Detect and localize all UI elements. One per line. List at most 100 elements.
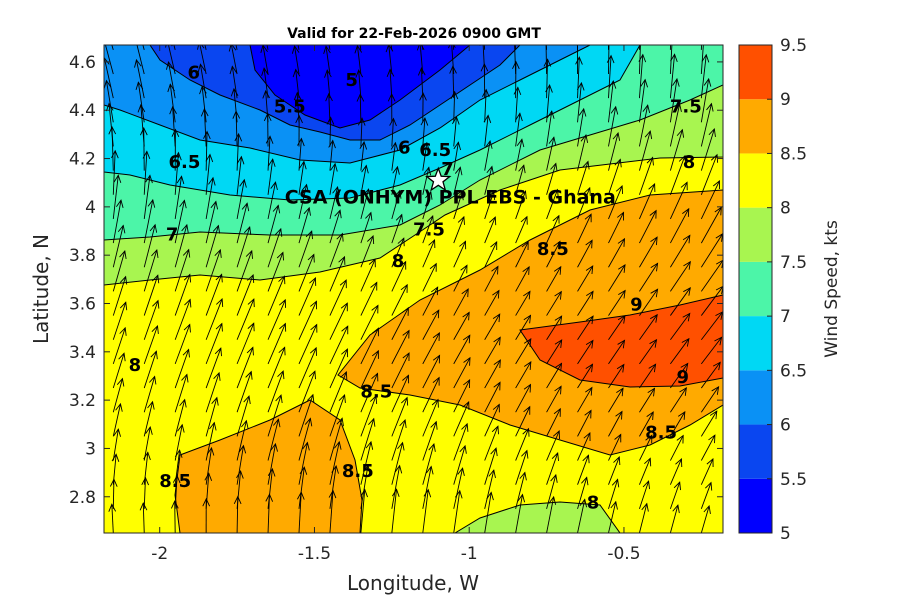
wind-arrow: [174, 298, 192, 340]
contour-label: 9: [676, 367, 689, 388]
wind-arrow: [105, 45, 114, 75]
wind-arrow: [174, 373, 189, 413]
wind-arrow: [174, 273, 192, 316]
wind-arrow: [700, 458, 714, 485]
wind-arrow: [360, 258, 376, 292]
wind-arrow: [205, 446, 215, 485]
wind-arrow: [143, 375, 157, 413]
wind-arrow: [546, 385, 562, 413]
wind-arrow: [639, 262, 659, 292]
wind-arrow: [608, 158, 622, 195]
wind-arrow: [143, 248, 159, 292]
wind-arrow: [546, 136, 557, 171]
colorbar-tick-label: 8: [780, 199, 791, 219]
wind-arrow: [174, 248, 191, 292]
wind-arrow: [205, 371, 221, 413]
wind-arrow: [484, 265, 499, 292]
wind-arrow: [329, 162, 338, 195]
wind-arrow: [422, 398, 439, 437]
wind-arrow: [205, 396, 219, 437]
wind-arrow: [453, 215, 465, 244]
wind-arrow: [112, 326, 127, 365]
colorbar-ticks: 5 5.5 6 6.5 7 7.5 8 8.5 9 9.5: [767, 36, 807, 544]
wind-arrow: [546, 265, 562, 292]
wind-arrow: [453, 467, 465, 509]
wind-arrow: [112, 199, 124, 244]
wind-arrow: [608, 184, 624, 220]
wind-arrow: [357, 117, 366, 147]
wind-arrow: [483, 114, 492, 147]
wind-arrow: [205, 153, 214, 195]
contour-label: 6: [187, 63, 200, 84]
wind-arrow: [639, 288, 659, 316]
wind-arrow: [422, 442, 436, 485]
y-tick-label: 3.6: [69, 294, 96, 314]
wind-arrow: [639, 363, 657, 389]
wind-arrow: [323, 45, 331, 75]
wind-arrow: [669, 457, 683, 485]
wind-arrow: [174, 151, 182, 195]
band-9-9.5: [519, 294, 723, 388]
contour-label: 8: [129, 355, 142, 376]
wind-arrow: [608, 500, 618, 533]
wind-arrow: [669, 53, 678, 99]
wind-arrow: [205, 347, 222, 389]
wind-arrow: [267, 227, 283, 268]
wind-arrow: [608, 387, 624, 413]
y-tick-label: 4: [85, 198, 96, 218]
wind-arrow: [236, 249, 253, 292]
wind-arrow: [236, 273, 255, 316]
wind-arrow: [391, 237, 405, 268]
wind-arrow: [422, 286, 439, 316]
wind-arrow: [577, 363, 594, 389]
x-tick-label: -1.5: [298, 544, 331, 564]
y-tick-label: 3.2: [69, 391, 96, 411]
wind-arrow: [205, 421, 217, 461]
wind-arrow: [360, 440, 374, 485]
contour-label: 8.5: [645, 423, 677, 444]
wind-arrow: [608, 433, 622, 461]
wind-arrow: [453, 141, 462, 171]
wind-arrow: [484, 469, 496, 509]
colorbar-tick-label: 9.5: [780, 36, 807, 56]
y-tick-label: 3.4: [69, 343, 96, 363]
wind-arrow: [137, 103, 146, 147]
wind-arrow: [197, 45, 207, 75]
contour-label: 7.5: [413, 220, 445, 241]
wind-arrow: [700, 285, 723, 316]
wind-arrow: [543, 58, 552, 99]
wind-arrow: [422, 239, 436, 268]
wind-arrow: [391, 329, 410, 365]
wind-arrow: [670, 260, 691, 292]
wind-arrow: [577, 107, 587, 147]
colorbar-segment: [739, 478, 772, 533]
filled-contours: [104, 45, 723, 533]
wind-arrow: [324, 69, 332, 99]
wind-arrow: [639, 130, 653, 171]
wind-arrow: [391, 352, 410, 389]
wind-arrow: [391, 396, 409, 437]
wind-arrow: [638, 45, 640, 50]
wind-arrow: [484, 359, 501, 389]
wind-arrow: [293, 91, 302, 123]
wind-arrow: [546, 430, 560, 461]
wind-arrow: [577, 454, 590, 485]
wind-arrow: [267, 467, 276, 509]
wind-arrow: [143, 223, 158, 268]
wind-arrow: [700, 179, 720, 220]
wind-arrow: [639, 387, 656, 413]
wind-arrow: [170, 500, 179, 533]
wind-arrow: [546, 339, 563, 365]
y-tick-label: 4.6: [69, 53, 96, 73]
wind-arrow: [638, 502, 649, 533]
wind-arrow: [515, 338, 532, 365]
wind-arrow: [700, 102, 714, 147]
wind-arrow: [112, 352, 126, 389]
wind-arrow: [112, 174, 122, 219]
wind-arrow: [546, 495, 557, 533]
wind-arrow: [546, 452, 559, 485]
wind-arrow: [174, 423, 185, 461]
wind-arrow: [143, 299, 160, 340]
wind-arrow: [515, 241, 529, 268]
wind-arrow: [205, 200, 219, 244]
